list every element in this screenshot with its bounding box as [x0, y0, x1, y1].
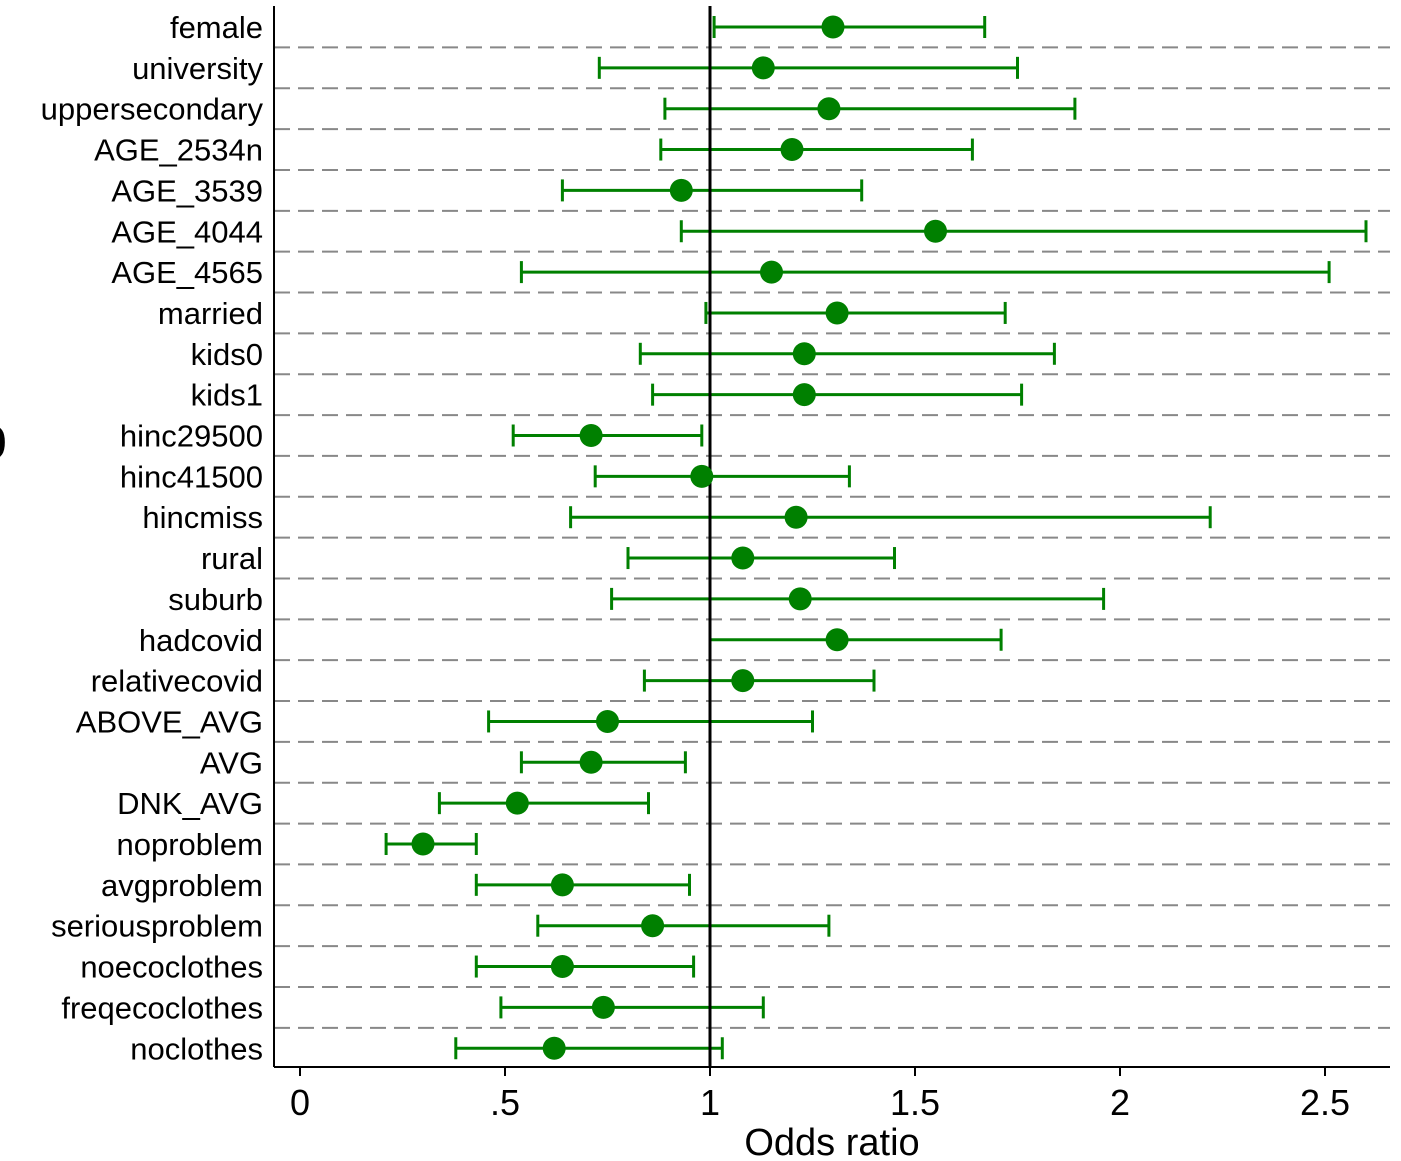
category-label: noproblem [117, 827, 263, 862]
category-label: DNK_AVG [117, 786, 263, 821]
category-label: AGE_3539 [111, 173, 263, 208]
point-estimate [825, 628, 849, 652]
category-label: married [158, 296, 263, 331]
point-estimate [821, 15, 845, 39]
point-estimate [817, 97, 841, 121]
category-label: kids1 [191, 378, 263, 413]
category-label: avgproblem [101, 868, 263, 903]
point-estimate [731, 546, 755, 570]
point-estimate [788, 587, 812, 611]
confidence-intervals [384, 16, 1368, 1060]
category-label: noecoclothes [80, 950, 263, 985]
category-label: AGE_4565 [111, 255, 263, 290]
category-label: freqecoclothes [61, 990, 263, 1025]
point-estimate [550, 873, 574, 897]
category-label: noclothes [130, 1031, 263, 1066]
category-label: ABOVE_AVG [76, 704, 263, 739]
point-estimate [792, 342, 816, 366]
category-label: hinc41500 [120, 459, 263, 494]
point-estimate [596, 709, 619, 733]
category-label: female [170, 10, 263, 45]
category-label: university [132, 51, 263, 86]
point-estimate [579, 424, 603, 447]
category-label: relativecovid [91, 664, 263, 699]
point-estimate [591, 995, 615, 1019]
point-estimates [411, 15, 947, 1060]
point-estimate [731, 669, 755, 693]
x-tick-label: 2.5 [1300, 1082, 1350, 1123]
x-tick-label: 0 [290, 1082, 310, 1123]
category-label: hinc29500 [120, 419, 263, 454]
point-estimate [690, 464, 714, 488]
category-label: AGE_2534n [94, 133, 263, 168]
category-label: suburb [168, 582, 263, 617]
category-label: kids0 [191, 337, 263, 372]
point-estimate [411, 832, 435, 856]
point-estimate [924, 219, 947, 243]
category-label: hincmiss [142, 500, 263, 535]
x-tick-label: 1 [700, 1082, 720, 1123]
point-estimate [751, 56, 775, 80]
category-label: AGE_4044 [111, 214, 263, 249]
point-estimate [760, 260, 783, 284]
point-estimate [669, 178, 693, 202]
category-label: rural [201, 541, 263, 576]
category-label: AVG [200, 745, 263, 780]
x-tick-label: 2 [1110, 1082, 1130, 1123]
point-estimate [641, 914, 665, 938]
category-label: uppersecondary [41, 92, 264, 127]
category-label: seriousproblem [51, 909, 263, 944]
point-estimate [542, 1036, 566, 1060]
x-tick-label: 1.5 [890, 1082, 940, 1123]
point-estimate [792, 383, 816, 407]
category-label: hadcovid [139, 623, 263, 658]
category-labels: female university uppersecondary AGE_2534n A… [41, 10, 264, 1066]
point-estimate [784, 505, 808, 529]
panel-letter: b [0, 404, 7, 471]
point-estimate [579, 750, 603, 774]
point-estimate [505, 791, 529, 815]
grid-lines [274, 46, 1390, 1029]
point-estimate [550, 955, 574, 979]
x-ticks: 0 .5 1 1.5 2 2.5 [290, 1067, 1350, 1123]
point-estimate [825, 301, 849, 325]
x-tick-label: .5 [490, 1082, 520, 1123]
x-axis-title: Odds ratio [744, 1122, 919, 1161]
point-estimate [780, 138, 804, 162]
